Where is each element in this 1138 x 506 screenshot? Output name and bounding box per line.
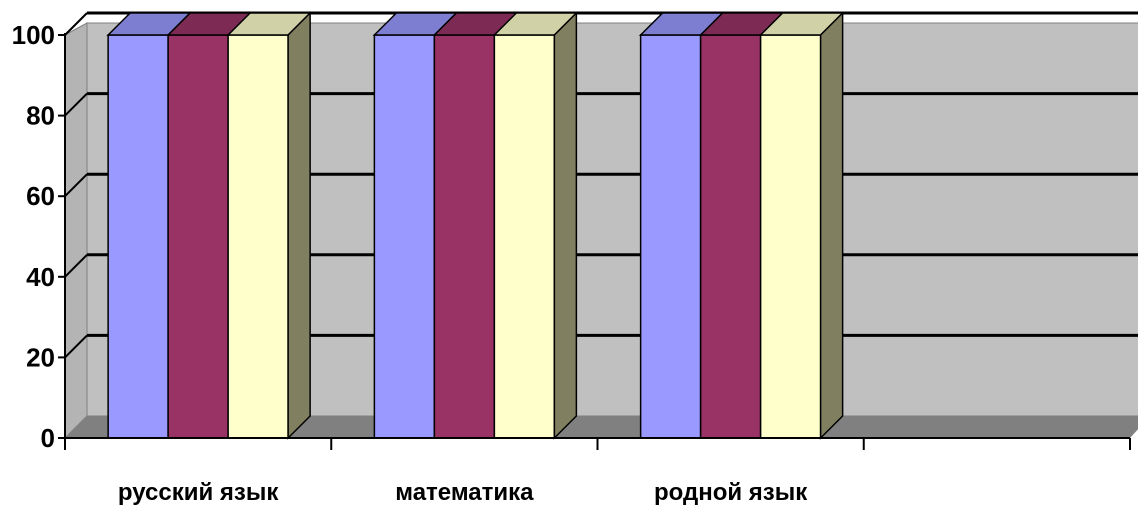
bar — [493, 34, 556, 439]
axis-labels: 0 20 40 60 80 100 русский язык математика родной… — [12, 20, 809, 506]
x-category-label: русский язык — [118, 479, 279, 506]
bar — [759, 34, 822, 439]
y-tick-label: 0 — [41, 423, 55, 453]
gridline-depth — [64, 334, 88, 359]
chart-wall — [64, 22, 1138, 440]
floor — [65, 416, 1138, 438]
bar-side — [553, 11, 578, 440]
y-tick-label: 20 — [26, 342, 55, 372]
bar — [227, 34, 289, 439]
bar — [639, 34, 702, 439]
y-tick-label: 80 — [26, 101, 55, 131]
gridline-depth — [64, 173, 88, 197]
gridline-depth — [64, 254, 88, 278]
bar — [699, 34, 762, 439]
side-wall — [64, 22, 88, 440]
x-category-label: родной язык — [654, 479, 808, 506]
y-tick-label: 60 — [26, 181, 55, 211]
y-tick-label: 40 — [26, 262, 55, 292]
x-category-label: математика — [395, 479, 534, 506]
bar — [167, 34, 229, 439]
axes — [58, 33, 1131, 450]
gridline-depth — [64, 92, 88, 117]
bar-side — [819, 11, 844, 440]
bar — [433, 34, 496, 439]
y-tick-label: 100 — [12, 20, 55, 50]
bar — [373, 34, 436, 439]
bar — [107, 34, 169, 439]
gridline-depth — [64, 12, 88, 36]
bars — [106, 11, 845, 440]
bar-side — [287, 11, 311, 440]
